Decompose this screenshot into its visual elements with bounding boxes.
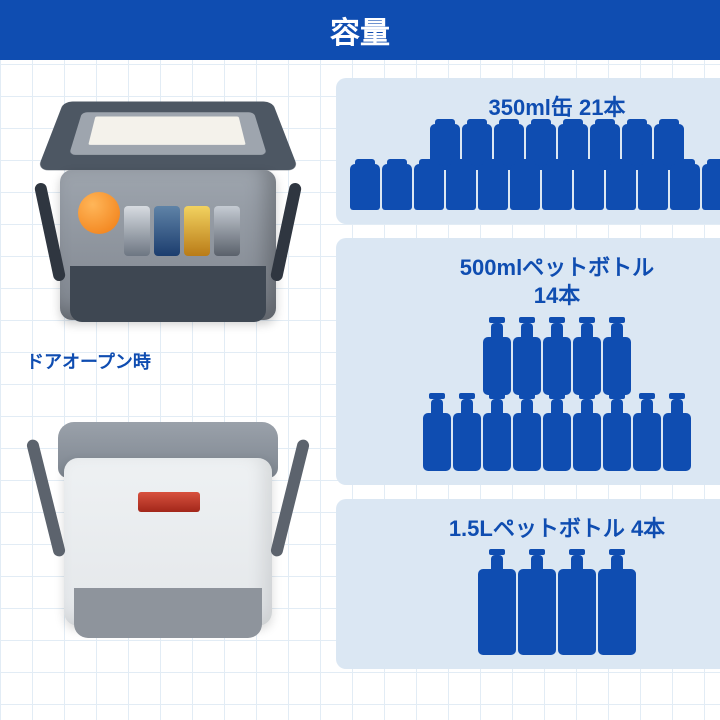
can-icon	[702, 164, 720, 210]
left-column: ドアオープン時	[18, 78, 318, 669]
bottle-icon	[663, 413, 691, 471]
bottle-icon	[603, 337, 631, 395]
can-icon	[478, 164, 508, 210]
cooler-closed-illustration	[18, 390, 318, 650]
card-subtitle: 14本	[350, 282, 720, 311]
capacity-card: 1.5Lペットボトル 4本	[336, 499, 720, 669]
can-icon	[154, 206, 180, 256]
bottle-icon	[598, 569, 636, 655]
card-title: 350ml缶 21本	[350, 90, 720, 122]
can-icon	[670, 164, 700, 210]
cooler-open-illustration	[18, 78, 318, 338]
capacity-card: 350ml缶 21本	[336, 78, 720, 224]
bottle-icon	[543, 337, 571, 395]
bottle-icon	[543, 413, 571, 471]
icon-row	[350, 569, 720, 655]
right-column: 350ml缶 21本 500mlペットボトル14本 1.5Lペットボトル 4本	[336, 78, 720, 669]
product-image-closed	[18, 390, 318, 650]
bottle-icon	[518, 569, 556, 655]
can-icon	[446, 164, 476, 210]
can-icon	[542, 164, 572, 210]
can-icon	[606, 164, 636, 210]
content: ドアオープン時 350ml缶 21本 500mlペットボトル14本 1.5Lペットボ…	[0, 60, 720, 669]
page: 容量	[0, 0, 720, 720]
capacity-card: 500mlペットボトル14本	[336, 238, 720, 485]
icon-row	[350, 413, 720, 471]
can-icon	[414, 164, 444, 210]
orange-icon	[78, 192, 120, 234]
page-title: 容量	[330, 8, 390, 52]
bottle-icon	[513, 413, 541, 471]
bottle-icon	[573, 413, 601, 471]
bottle-icon	[558, 569, 596, 655]
can-icon	[574, 164, 604, 210]
bottle-icon	[603, 413, 631, 471]
header: 容量	[0, 0, 720, 60]
bottle-icon	[478, 569, 516, 655]
bottle-icon	[573, 337, 601, 395]
bottle-icon	[423, 413, 451, 471]
icon-row	[350, 337, 720, 395]
can-icon	[124, 206, 150, 256]
card-title: 500mlペットボトル	[350, 250, 720, 282]
can-icon	[214, 206, 240, 256]
bottle-icon	[513, 337, 541, 395]
bottle-icon	[483, 337, 511, 395]
bottle-icon	[633, 413, 661, 471]
open-caption: ドアオープン時	[26, 348, 318, 374]
can-icon	[638, 164, 668, 210]
icon-row	[350, 164, 720, 210]
bottle-icon	[483, 413, 511, 471]
product-image-open	[18, 78, 318, 338]
card-title: 1.5Lペットボトル 4本	[350, 511, 720, 543]
can-icon	[350, 164, 380, 210]
bottle-icon	[453, 413, 481, 471]
can-icon	[184, 206, 210, 256]
can-icon	[510, 164, 540, 210]
can-icon	[382, 164, 412, 210]
